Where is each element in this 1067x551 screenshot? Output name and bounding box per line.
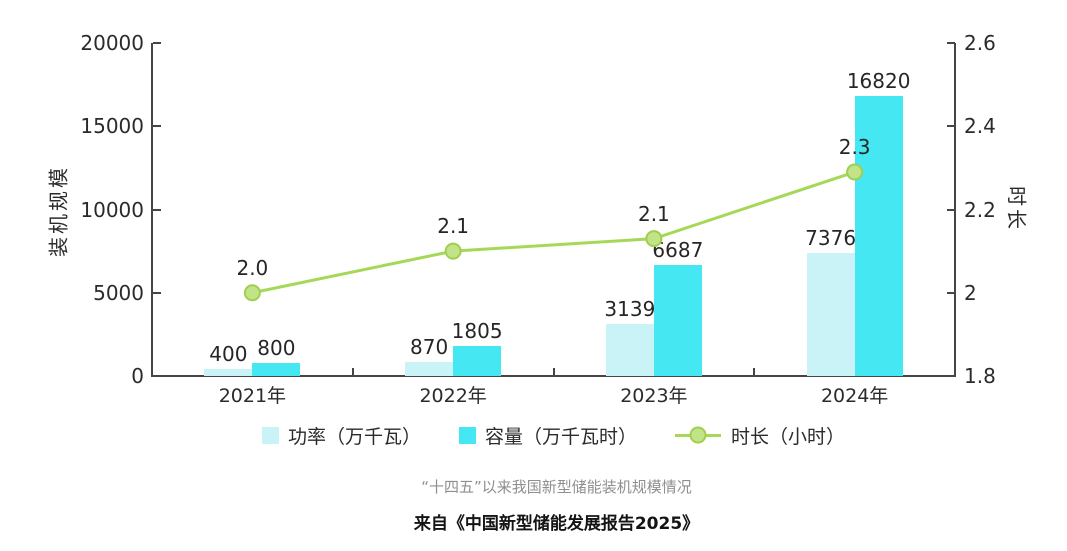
legend-label-duration: 时长（小时） <box>731 425 846 448</box>
chart-caption: “十四五”以来我国新型储能装机规模情况 <box>421 478 692 496</box>
x-axis-category-label: 2024年 <box>820 385 889 407</box>
x-axis-tick <box>552 368 555 376</box>
left-axis-tick-label: 15000 <box>80 114 144 139</box>
left-axis-tick-label: 5000 <box>93 280 144 305</box>
power-bar <box>204 369 253 376</box>
duration-line-marker-icon <box>675 426 721 444</box>
right-axis-tick-label: 2 <box>964 280 977 305</box>
legend-item-power: 功率（万千瓦） <box>261 422 421 449</box>
power-bar <box>806 253 855 376</box>
left-axis-tick-label: 20000 <box>80 31 144 55</box>
bar-value-label: 800 <box>257 335 296 360</box>
duration-marker <box>444 242 462 260</box>
capacity-bar <box>252 362 301 376</box>
left-axis-tick <box>153 125 161 128</box>
chart-source: 来自《中国新型储能发展报告2025》 <box>413 514 700 534</box>
duration-line <box>252 170 856 295</box>
legend-label-capacity: 容量（万千瓦时） <box>484 425 637 448</box>
duration-value-label: 2.0 <box>236 255 269 280</box>
legend: 功率（万千瓦） 容量（万千瓦时） 时长（小时） <box>152 419 955 451</box>
right-axis-tick-label: 1.8 <box>964 364 996 388</box>
legend-item-capacity: 容量（万千瓦时） <box>458 422 637 449</box>
legend-label-power: 功率（万千瓦） <box>287 425 421 448</box>
left-axis-tick-label: 0 <box>131 364 144 388</box>
bar-value-label: 3139 <box>604 296 656 321</box>
right-axis-tick <box>947 125 955 128</box>
bar-value-label: 6687 <box>652 237 704 262</box>
right-axis-tick-label: 2.6 <box>964 31 996 55</box>
right-axis-tick <box>947 42 955 44</box>
right-axis-tick-label: 2.4 <box>964 114 996 139</box>
capacity-bar <box>453 345 502 376</box>
left-axis-tick <box>153 208 161 211</box>
duration-value-label: 2.1 <box>437 214 470 239</box>
bar-value-label: 16820 <box>846 68 911 93</box>
x-axis-category-label: 2023年 <box>620 385 688 407</box>
right-axis-tick <box>947 208 955 211</box>
left-axis-tick <box>153 291 161 294</box>
x-axis-line <box>151 375 956 377</box>
power-bar <box>605 323 654 376</box>
capacity-swatch-icon <box>458 426 476 444</box>
right-axis-tick-label: 2.2 <box>964 197 996 222</box>
power-bar <box>405 361 454 376</box>
x-axis-category-label: 2021年 <box>218 385 287 407</box>
x-axis-tick <box>351 368 354 376</box>
right-axis-tick <box>947 291 955 294</box>
right-axis-tick <box>947 375 955 377</box>
bar-value-label: 1805 <box>451 318 503 343</box>
duration-marker <box>243 284 261 302</box>
x-axis-tick <box>753 368 756 376</box>
duration-dot-icon <box>689 426 707 444</box>
capacity-bar <box>854 95 903 376</box>
left-axis-tick <box>153 375 161 377</box>
duration-value-label: 2.3 <box>838 135 871 160</box>
left-axis-tick <box>153 42 161 44</box>
capacity-bar <box>653 264 702 376</box>
left-axis-line <box>151 43 153 377</box>
legend-item-duration: 时长（小时） <box>675 422 845 449</box>
bar-value-label: 870 <box>410 334 449 359</box>
x-axis-category-label: 2022年 <box>419 385 487 407</box>
power-swatch-icon <box>261 426 279 444</box>
bar-value-label: 400 <box>209 342 248 367</box>
left-axis-tick-label: 10000 <box>80 197 144 222</box>
right-axis-line <box>954 43 956 377</box>
duration-value-label: 2.1 <box>637 201 670 226</box>
